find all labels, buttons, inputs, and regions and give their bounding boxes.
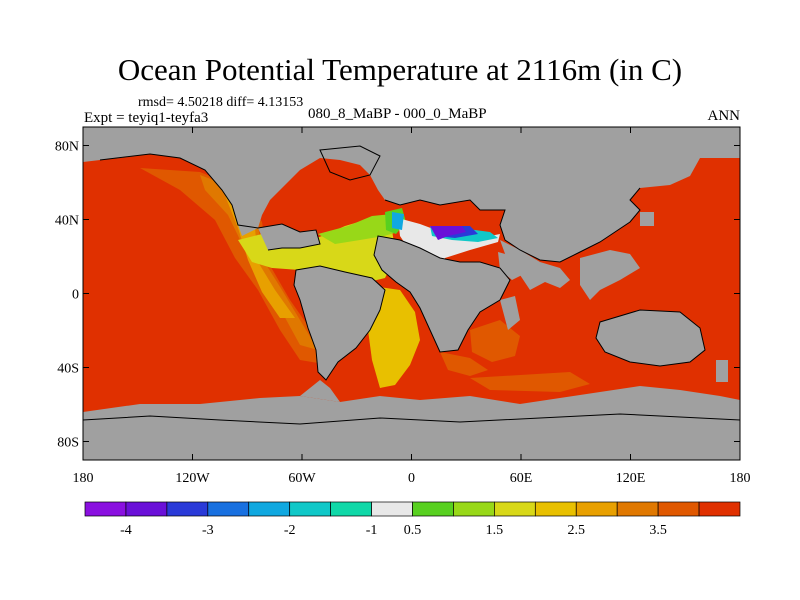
land-southeast-asia [580, 250, 640, 300]
land-masses [83, 127, 740, 460]
season-label: ANN [707, 108, 741, 124]
land-australia [596, 310, 705, 366]
rmsd-label: rmsd= [138, 95, 174, 110]
coastlines [83, 145, 740, 425]
y-tick-label: 80S [57, 436, 79, 451]
orange-patch-sw-africa [440, 352, 488, 376]
colorbar-bin [207, 501, 250, 517]
colorbar-bin [125, 501, 168, 517]
colorbar-bin [616, 501, 659, 517]
land-antarctica [83, 386, 740, 460]
colorbar-bin [330, 501, 372, 517]
orange-patch-indian [470, 320, 520, 362]
tethys-cyan-west [392, 212, 404, 230]
colorbar-bin [84, 501, 127, 517]
y-tick-label: 40S [57, 362, 79, 377]
colorbar-label: -3 [202, 523, 214, 538]
colorbar-label: 3.5 [649, 523, 667, 538]
coast-south-america [293, 265, 386, 381]
coast-eurasia [384, 187, 641, 263]
tethys-purple-patch [430, 226, 466, 240]
land-island-nz [716, 360, 728, 382]
rmsd-value: 4.50218 [177, 95, 223, 110]
colorbar: -4 -3 -2 -1 0.5 1.5 2.5 3.5 [84, 501, 741, 538]
y-tick-label: 80N [55, 140, 79, 155]
colorbar-label: 1.5 [486, 523, 504, 538]
diff-label: diff= [226, 95, 255, 110]
y-tick-label: 40N [55, 214, 79, 229]
colorbar-bin [698, 501, 741, 517]
land-africa [374, 236, 510, 352]
difference-label: 080_8_MaBP - 000_0_MaBP [308, 106, 487, 122]
colorbar-bin [412, 501, 454, 517]
land-madagascar [500, 296, 520, 330]
coast-africa [373, 235, 511, 353]
colorbar-label: 2.5 [568, 523, 586, 538]
land-arabia [498, 252, 528, 280]
colorbar-label: -4 [120, 523, 132, 538]
y-tick-label: 0 [72, 288, 79, 303]
x-tick-label: 180 [73, 471, 94, 486]
colorbar-bin [371, 501, 413, 517]
colorbar-bin [248, 501, 291, 517]
map-title: Ocean Potential Temperature at 2116m (in… [117, 52, 683, 87]
yellow-band-south-atlantic [368, 286, 420, 388]
colorbar-label: -2 [284, 523, 296, 538]
axis-group: 180 120W 60W 0 60E 120E 180 80N 40N 0 40S 80S [55, 127, 751, 486]
land-central-america [258, 224, 320, 250]
experiment-label: Expt = teyiq1-teyfa3 [84, 110, 209, 126]
x-tick-label: 60W [288, 471, 316, 486]
coast-australia [595, 309, 706, 367]
x-tick-label: 180 [730, 471, 751, 486]
diff-value: 4.13153 [257, 95, 304, 110]
colorbar-bin [289, 501, 331, 517]
colorbar-bin [657, 501, 700, 517]
land-antarctic-peninsula [300, 380, 340, 402]
colorbar-label: 0.5 [404, 523, 422, 538]
land-island-east-asia [640, 212, 654, 226]
map-field [83, 127, 740, 460]
land-eurasia-south [500, 240, 570, 290]
x-tick-label: 120W [175, 471, 210, 486]
coast-greenland [319, 145, 381, 181]
orange-patch-south-ocean [470, 372, 590, 392]
x-tick-label: 60E [510, 471, 533, 486]
land-south-america [294, 266, 385, 380]
stats-line: rmsd= 4.50218 diff= 4.13153 [138, 95, 303, 111]
colorbar-bin [166, 501, 209, 517]
coast-antarctica [83, 413, 740, 425]
colorbar-bin [494, 501, 536, 517]
colorbar-bin [453, 501, 495, 517]
coast-north-america [99, 153, 321, 251]
colorbar-bin [534, 501, 577, 517]
colorbar-label: -1 [366, 523, 378, 538]
x-tick-label: 120E [616, 471, 646, 486]
x-tick-label: 0 [408, 471, 415, 486]
land-north-america [83, 127, 740, 262]
colorbar-bin [575, 501, 618, 517]
